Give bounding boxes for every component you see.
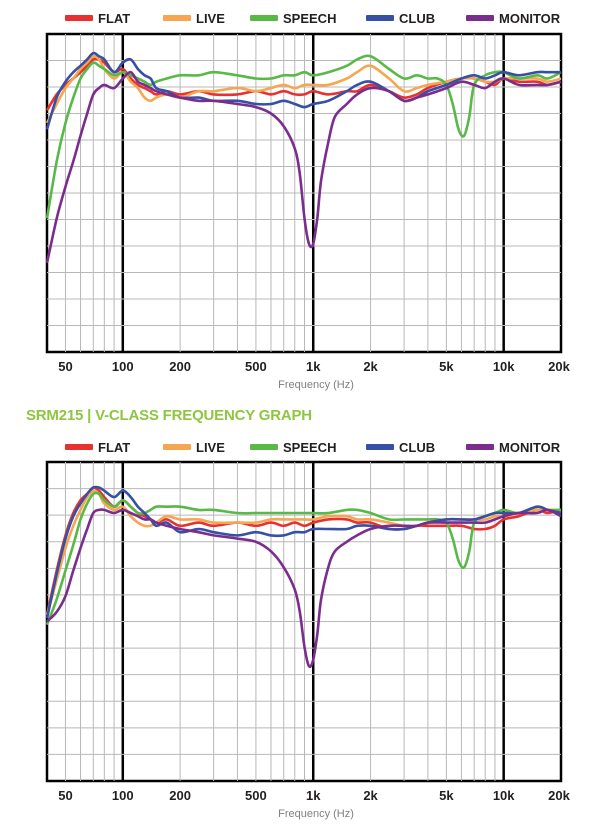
legend-label-speech: SPEECH (283, 440, 336, 455)
x-tick-label: 1k (306, 359, 321, 374)
x-tick-label: 2k (363, 359, 378, 374)
series-line-live (45, 54, 562, 124)
legend-swatch-live (163, 444, 191, 450)
legend: FLAT LIVE SPEECH CLUB MONITOR (65, 440, 561, 455)
legend-label-speech: SPEECH (283, 11, 336, 26)
legend: FLAT LIVE SPEECH CLUB MONITOR (65, 11, 561, 26)
series-line-flat (45, 486, 562, 616)
legend-swatch-flat (65, 444, 93, 450)
series-line-speech (45, 491, 562, 626)
chart-section-title: SRM215 | V-CLASS FREQUENCY GRAPH (26, 407, 312, 424)
series-line-club (45, 485, 562, 619)
x-tick-label: 500 (245, 788, 267, 803)
frequency-chart-top: FLAT LIVE SPEECH CLUB MONITOR 50 100 200 500 1k 2k… (45, 11, 571, 391)
legend-label-flat: FLAT (98, 440, 130, 455)
x-tick-label: 50 (58, 788, 72, 803)
legend-swatch-speech (250, 15, 278, 21)
frequency-chart-bottom: FLAT LIVE SPEECH CLUB MONITOR 50 100 200 500 1k 2k… (45, 440, 571, 820)
x-ticks: 50 100 200 500 1k 2k 5k 10k 20k (58, 788, 570, 803)
legend-swatch-flat (65, 15, 93, 21)
legend-label-live: LIVE (196, 11, 225, 26)
x-tick-label: 20k (548, 359, 570, 374)
legend-swatch-monitor (466, 15, 494, 21)
legend-swatch-live (163, 15, 191, 21)
x-tick-label: 2k (363, 788, 378, 803)
series-line-club (45, 51, 561, 130)
legend-swatch-monitor (466, 444, 494, 450)
legend-label-flat: FLAT (98, 11, 130, 26)
x-tick-label: 200 (169, 788, 191, 803)
series-line-speech (45, 54, 562, 219)
series-line-monitor (46, 508, 562, 669)
x-ticks: 50 100 200 500 1k 2k 5k 10k 20k (58, 359, 570, 374)
x-axis-label: Frequency (Hz) (278, 379, 354, 391)
x-tick-label: 50 (58, 359, 72, 374)
x-tick-label: 1k (306, 788, 321, 803)
x-axis-label: Frequency (Hz) (278, 808, 354, 820)
legend-swatch-club (366, 15, 394, 21)
x-tick-label: 10k (493, 359, 515, 374)
legend-label-monitor: MONITOR (499, 11, 561, 26)
series-line-monitor (45, 70, 562, 264)
legend-label-live: LIVE (196, 440, 225, 455)
x-tick-label: 200 (169, 359, 191, 374)
legend-swatch-speech (250, 444, 278, 450)
x-tick-label: 500 (245, 359, 267, 374)
x-tick-label: 5k (439, 788, 454, 803)
legend-swatch-club (366, 444, 394, 450)
x-tick-label: 20k (548, 788, 570, 803)
legend-label-club: CLUB (399, 440, 435, 455)
legend-label-club: CLUB (399, 11, 435, 26)
x-tick-label: 100 (112, 788, 134, 803)
legend-label-monitor: MONITOR (499, 440, 561, 455)
x-tick-label: 5k (439, 359, 454, 374)
x-tick-label: 10k (493, 788, 515, 803)
x-tick-label: 100 (112, 359, 134, 374)
grid (47, 462, 561, 781)
